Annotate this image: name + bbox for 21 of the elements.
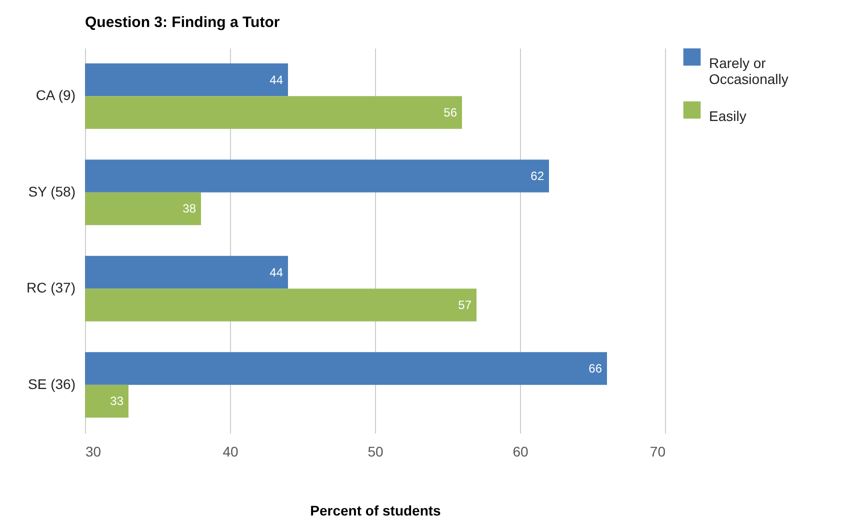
x-tick-label: 60 [512,444,528,460]
x-tick-label: 30 [86,444,102,460]
legend-label: Easily [709,108,746,124]
data-label: 44 [270,72,284,87]
data-label: 33 [110,394,124,408]
x-tick-label: 50 [368,444,384,460]
x-tick-label: 40 [222,444,238,460]
y-tick-label: CA (9) [36,87,76,104]
data-label: 66 [588,362,602,376]
data-label: 57 [458,298,472,312]
data-label: 62 [530,169,544,184]
data-label: 56 [444,105,458,120]
x-tick-label: 70 [650,444,666,460]
x-axis-title: Percent of students [310,502,442,518]
data-label: 44 [270,265,284,280]
legend-label: Rarely or Occasionally [709,55,788,87]
y-tick-label: SE (36) [28,376,76,392]
y-tick-label: SY (58) [28,183,76,200]
y-tick-label: RC (37) [26,280,76,296]
data-label: 38 [182,202,196,216]
chart-title: Question 3: Finding a Tutor [85,14,280,31]
